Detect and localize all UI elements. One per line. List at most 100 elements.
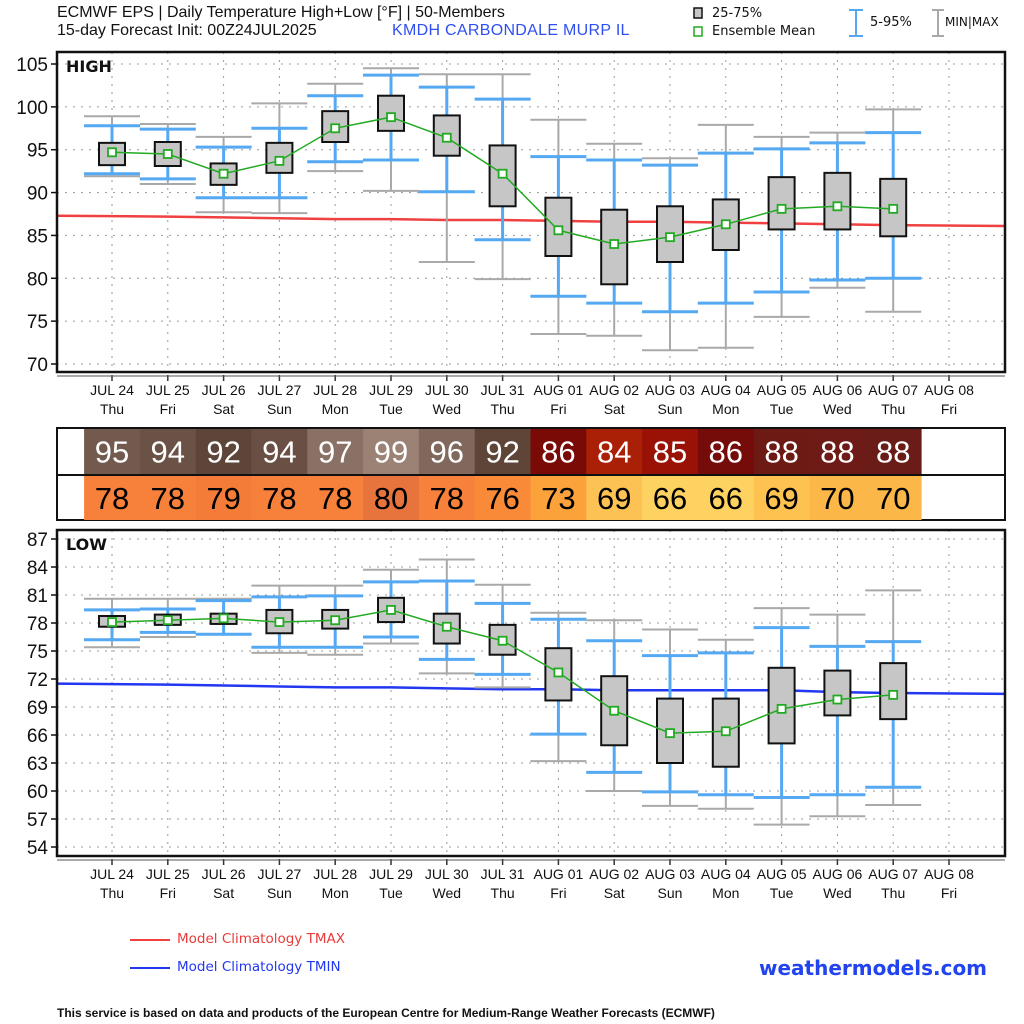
- x-tick-label-date: AUG 08: [924, 866, 974, 882]
- ensemble-mean-marker: [665, 728, 675, 739]
- ensemble-mean-marker: [553, 667, 564, 678]
- table-value-high: 86: [541, 435, 575, 470]
- x-tick-label-date: JUL 25: [146, 382, 190, 398]
- climatology-tmin-line: [56, 682, 1006, 696]
- table-cell-low: [865, 476, 922, 520]
- x-tick-label-date: JUL 27: [257, 866, 301, 882]
- x-tick-label-weekday: Thu: [100, 885, 124, 901]
- x-tick-label-weekday: Fri: [160, 401, 176, 417]
- table-value-high: 94: [151, 435, 185, 470]
- table-cell-low: [530, 476, 587, 520]
- x-tick-label-weekday: Thu: [881, 401, 905, 417]
- table-cell-high: [642, 429, 699, 474]
- x-tick-label-weekday: Fri: [550, 885, 566, 901]
- x-tick-label-weekday: Fri: [941, 885, 957, 901]
- x-tick-label-date: JUL 24: [90, 382, 134, 398]
- table-value-high: 84: [597, 435, 631, 470]
- x-tick-label-date: AUG 03: [645, 866, 695, 882]
- table-cell-low: [139, 476, 197, 520]
- table-value-low: 70: [876, 481, 910, 516]
- legend-mean-label: Ensemble Mean: [712, 24, 816, 39]
- x-tick-label-weekday: Wed: [433, 885, 462, 901]
- ensemble-mean-marker: [888, 689, 899, 700]
- table-cell-high: [809, 429, 866, 474]
- legend-tmax-label: Model Climatology TMAX: [177, 931, 345, 947]
- ensemble-mean-marker: [218, 613, 229, 624]
- x-tick-label-weekday: Wed: [823, 401, 852, 417]
- x-tick-label-date: JUL 28: [313, 382, 357, 398]
- iqr-box: [767, 176, 796, 231]
- table-value-low: 80: [374, 481, 408, 516]
- x-tick-label-date: AUG 06: [812, 382, 862, 398]
- daily-summary-table: 95 94 92 94 97 99 96 92 86 84 85 86 88 88 88 78 78 79 78 78…: [56, 427, 1006, 521]
- x-tick-label-weekday: Sun: [267, 885, 292, 901]
- legend-box-label: 25-75%: [712, 6, 763, 21]
- table-cell-high: [363, 429, 420, 474]
- panel-low: 54 57 60 63 66 69 72 75 78 81 84 87 JUL 24 Thu JUL 25 F…: [27, 528, 1007, 901]
- y-tick-label: 66: [27, 726, 48, 747]
- table-cell-low: [195, 476, 252, 520]
- table-value-low: 66: [709, 481, 743, 516]
- ensemble-mean-marker: [107, 147, 117, 158]
- table-cell-low: [84, 476, 141, 520]
- table-value-high: 88: [764, 435, 798, 470]
- table-value-high: 96: [430, 435, 464, 470]
- y-tick-label: 100: [16, 98, 48, 119]
- x-tick-label-weekday: Wed: [433, 401, 462, 417]
- legend-box-icon: [693, 7, 703, 19]
- ensemble-mean-marker: [162, 615, 173, 626]
- iqr-box: [767, 666, 796, 745]
- y-tick-label: 69: [27, 698, 48, 719]
- ensemble-mean-marker: [609, 705, 620, 716]
- table-value-high: 85: [653, 435, 687, 470]
- table-cell-low: [418, 476, 476, 520]
- y-tick-label: 105: [16, 55, 48, 76]
- chart-title: ECMWF EPS | Daily Temperature High+Low […: [57, 4, 505, 21]
- table-cell-low: [307, 476, 364, 520]
- table-value-high: 92: [485, 435, 519, 470]
- table-value-high: 86: [709, 435, 743, 470]
- iqr-box: [432, 114, 461, 157]
- legend-minmax-label: MIN|MAX: [945, 15, 999, 29]
- table-cell-high: [307, 429, 364, 474]
- x-tick-label-weekday: Tue: [770, 401, 794, 417]
- ensemble-mean-marker: [665, 232, 675, 243]
- y-tick-label: 57: [27, 810, 48, 831]
- y-tick-label: 75: [27, 312, 48, 333]
- y-tick-label: 63: [27, 754, 48, 775]
- x-tick-label-weekday: Sun: [658, 401, 683, 417]
- x-tick-label-date: AUG 04: [701, 866, 751, 882]
- table-value-low: 66: [653, 481, 687, 516]
- x-tick-label-weekday: Wed: [823, 885, 852, 901]
- y-tick-label: 84: [27, 558, 49, 579]
- table-value-low: 79: [206, 481, 240, 516]
- x-tick-label-weekday: Fri: [160, 885, 176, 901]
- brand-link[interactable]: weathermodels.com: [759, 956, 988, 980]
- legend-p5-95-label: 5-95%: [870, 15, 912, 30]
- table-value-low: 78: [262, 481, 296, 516]
- ensemble-mean-marker: [832, 694, 843, 705]
- x-tick-label-date: AUG 02: [589, 382, 639, 398]
- table-value-high: 95: [95, 435, 129, 470]
- y-tick-label: 90: [27, 184, 48, 205]
- x-tick-label-weekday: Mon: [712, 885, 739, 901]
- legend-tmin-label: Model Climatology TMIN: [177, 959, 341, 975]
- x-tick-label-date: JUL 29: [369, 866, 413, 882]
- x-tick-label-weekday: Thu: [881, 885, 905, 901]
- y-tick-label: 54: [27, 838, 49, 859]
- table-value-low: 69: [764, 481, 798, 516]
- iqr-box: [823, 171, 852, 231]
- ensemble-mean-marker: [386, 605, 396, 615]
- y-tick-label: 75: [27, 642, 48, 663]
- x-tick-label-weekday: Sat: [604, 401, 625, 417]
- table-value-high: 92: [206, 435, 240, 470]
- table-cell-high: [530, 429, 587, 474]
- ensemble-mean-marker: [776, 203, 787, 214]
- ensemble-mean-marker: [776, 703, 787, 714]
- climatology-tmax-line: [56, 214, 1006, 228]
- ensemble-mean-marker: [330, 123, 341, 134]
- x-tick-label-weekday: Mon: [322, 401, 349, 417]
- table-value-low: 69: [597, 481, 631, 516]
- x-tick-label-weekday: Thu: [491, 401, 515, 417]
- table-cell-low: [363, 476, 420, 520]
